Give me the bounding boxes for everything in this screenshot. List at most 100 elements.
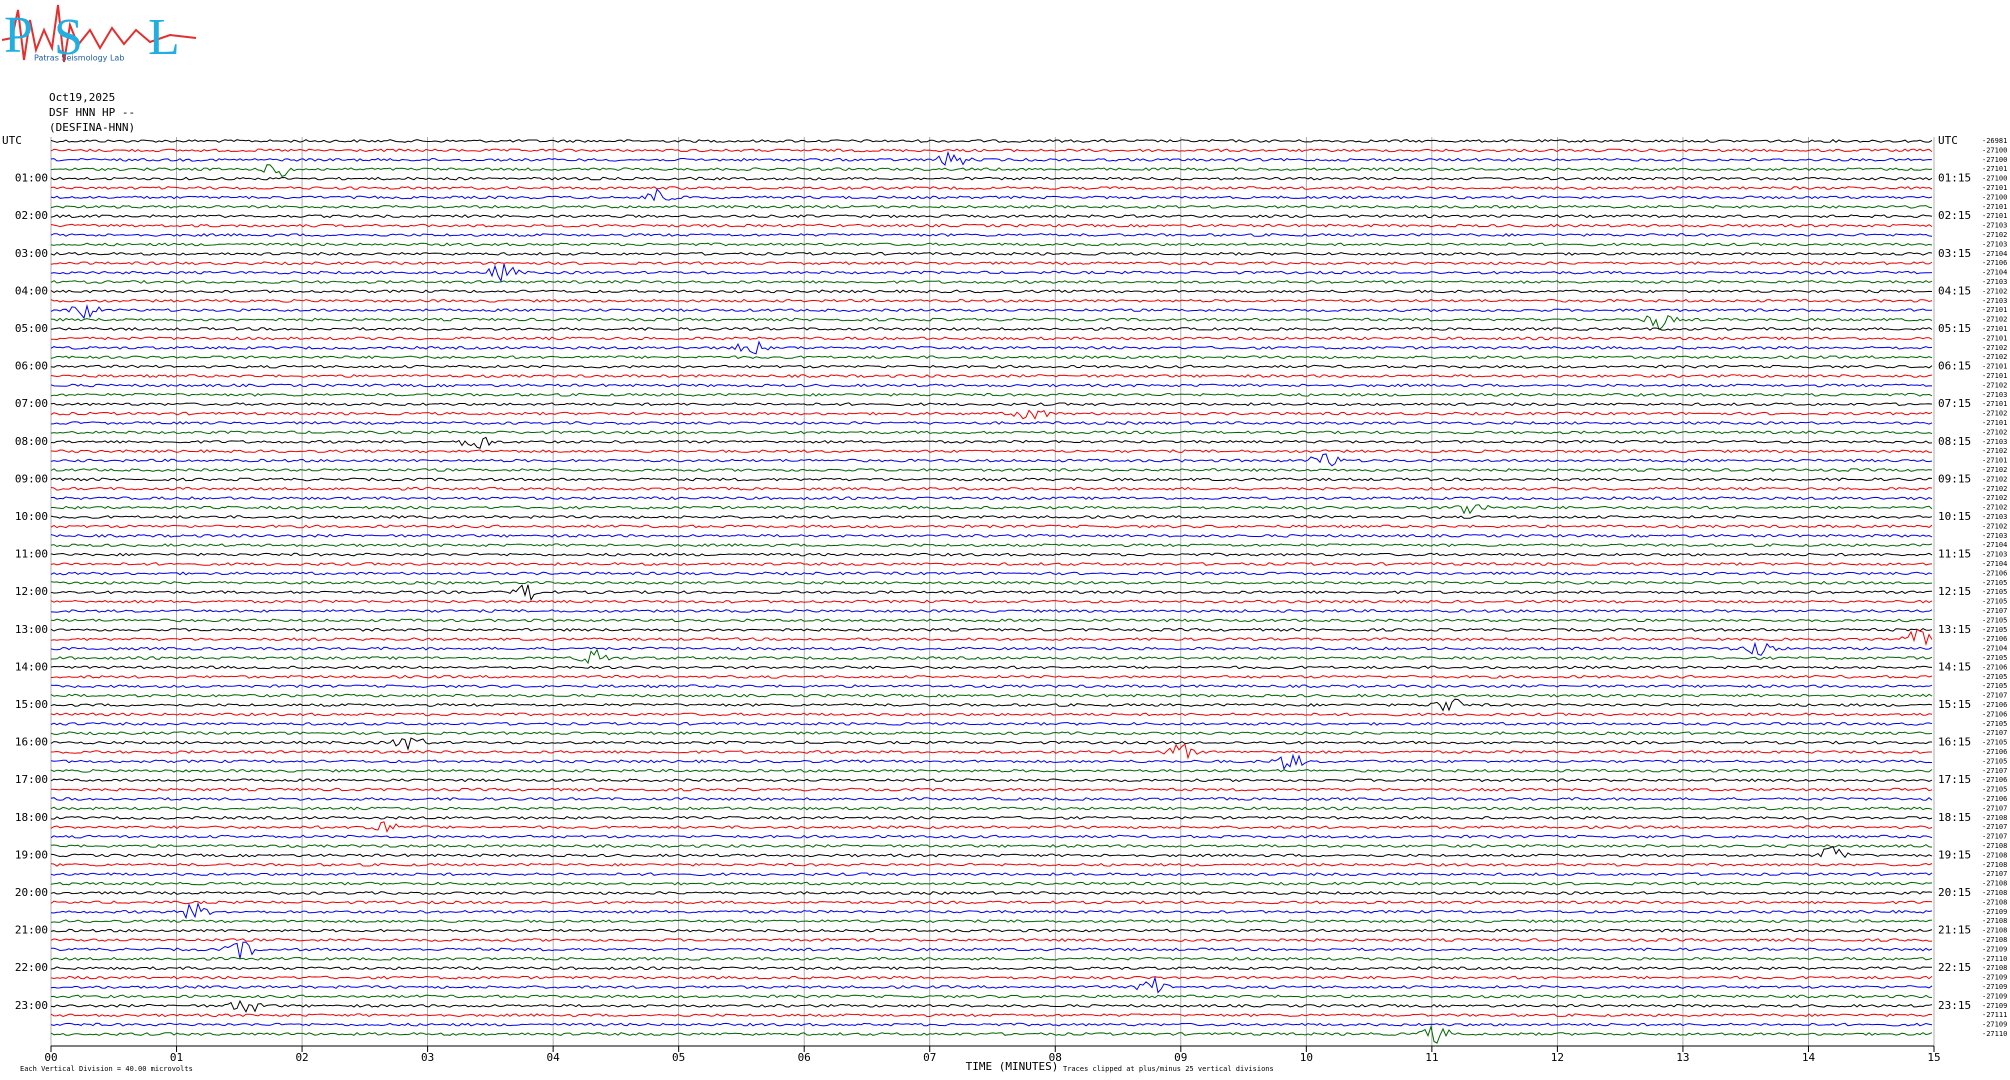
trace-count: -27101: [1982, 212, 2007, 220]
trace-count: -27101: [1982, 184, 2007, 192]
trace: [50, 778, 1933, 783]
trace-count: -27102: [1982, 353, 2007, 361]
trace-count: -27105: [1982, 757, 2007, 765]
trace: [50, 383, 1933, 388]
trace-count: -27102: [1982, 381, 2007, 389]
right-time-label: 06:15: [1938, 360, 1971, 373]
x-tick-label: 06: [798, 1051, 811, 1064]
trace: [50, 449, 1933, 454]
trace-count: -27108: [1982, 851, 2007, 859]
trace-count: -27105: [1982, 786, 2007, 794]
trace-count: -27111: [1982, 1011, 2007, 1019]
trace: [50, 975, 1933, 994]
right-time-label: 12:15: [1938, 585, 1971, 598]
right-time-label: 15:15: [1938, 698, 1971, 711]
right-time-label: 19:15: [1938, 848, 1971, 861]
trace-count: -27105: [1982, 673, 2007, 681]
left-time-label: 11:00: [15, 548, 48, 561]
trace-count: -27106: [1982, 710, 2007, 718]
left-time-label: 12:00: [15, 585, 48, 598]
trace: [50, 496, 1933, 501]
right-time-label: 08:15: [1938, 435, 1971, 448]
left-time-label: 21:00: [15, 924, 48, 937]
trace: [50, 787, 1933, 792]
trace: [50, 797, 1933, 801]
trace-count: -27109: [1982, 1002, 2007, 1010]
trace: [50, 919, 1933, 924]
trace-count: -26981: [1982, 137, 2007, 145]
trace-count: -27103: [1982, 532, 2007, 540]
trace-count: -27109: [1982, 1021, 2007, 1029]
trace-count: -27103: [1982, 391, 2007, 399]
trace-count: -27108: [1982, 927, 2007, 935]
right-time-label: UTC: [1938, 134, 1958, 147]
trace: [50, 994, 1933, 999]
logo-letter: P: [4, 7, 33, 64]
station: DSF HNN HP --: [49, 106, 135, 119]
right-time-label: 02:15: [1938, 209, 1971, 222]
trace-count: -27101: [1982, 400, 2007, 408]
right-time-label: 20:15: [1938, 886, 1971, 899]
trace: [50, 999, 1933, 1013]
trace-count: -27108: [1982, 936, 2007, 944]
x-tick-label: 15: [1927, 1051, 1940, 1064]
left-time-label: 17:00: [15, 773, 48, 786]
trace: [50, 844, 1933, 848]
trace-count: -27103: [1982, 297, 2007, 305]
trace-count: -27108: [1982, 917, 2007, 925]
trace-count: -27101: [1982, 419, 2007, 427]
trace-count: -27106: [1982, 569, 2007, 577]
trace: [50, 737, 1932, 751]
trace-count: -27102: [1982, 466, 2007, 474]
trace-count: -27103: [1982, 278, 2007, 286]
trace: [50, 938, 1933, 942]
trace: [51, 941, 1933, 959]
trace: [50, 280, 1933, 284]
trace: [50, 684, 1933, 689]
trace: [50, 355, 1933, 360]
x-tick-label: 14: [1802, 1051, 1816, 1064]
trace-count: -27108: [1982, 964, 2007, 972]
right-time-label: 22:15: [1938, 961, 1971, 974]
trace-count: -27106: [1982, 701, 2007, 709]
trace-count: -27102: [1982, 494, 2007, 502]
x-tick-label: 11: [1425, 1051, 1438, 1064]
trace-count: -27106: [1982, 776, 2007, 784]
trace-count: -27102: [1982, 447, 2007, 455]
left-time-label: 22:00: [15, 961, 48, 974]
trace: [50, 204, 1933, 209]
trace-count: -27107: [1982, 729, 2007, 737]
trace: [50, 524, 1933, 529]
trace: [50, 693, 1933, 698]
trace-count: -27103: [1982, 222, 2007, 230]
trace: [50, 881, 1933, 886]
right-time-label: 16:15: [1938, 736, 1971, 749]
right-time-label: 21:15: [1938, 924, 1971, 937]
trace-count: -27105: [1982, 739, 2007, 747]
right-time-label: 01:15: [1938, 172, 1971, 185]
trace-count: -27101: [1982, 203, 2007, 211]
x-tick-label: 10: [1300, 1051, 1313, 1064]
trace-count: -27109: [1982, 974, 2007, 982]
left-time-label: 04:00: [15, 284, 48, 297]
right-time-label: 17:15: [1938, 773, 1971, 786]
trace-count: -27109: [1982, 945, 2007, 953]
trace: [50, 242, 1933, 247]
trace-count: -27109: [1982, 908, 2007, 916]
clip-note: Traces clipped at plus/minus 25 vertical…: [1063, 1065, 1274, 1073]
trace: [50, 486, 1933, 491]
x-tick-label: 08: [1049, 1051, 1062, 1064]
x-tick-label: 00: [44, 1051, 57, 1064]
trace: [50, 1024, 1933, 1044]
right-time-label: 18:15: [1938, 811, 1971, 824]
right-time-label: 23:15: [1938, 999, 1971, 1012]
trace-count: -27101: [1982, 363, 2007, 371]
logo-letter: S: [54, 9, 83, 66]
logo: P S L Patras Seismology Lab: [1, 4, 197, 66]
trace: [50, 304, 1933, 320]
trace-count: -27102: [1982, 287, 2007, 295]
station-name: (DESFINA-HNN): [49, 121, 135, 134]
trace: [50, 214, 1933, 219]
date: Oct19,2025: [49, 91, 115, 104]
scale-note: Each Vertical Division = 40.00 microvolt…: [20, 1065, 193, 1073]
